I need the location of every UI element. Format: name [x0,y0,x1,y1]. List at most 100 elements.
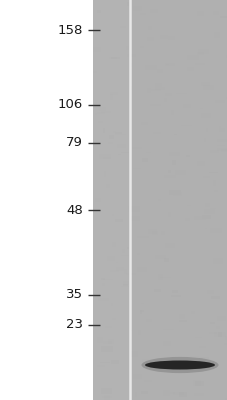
Bar [157,16,164,21]
Bar [202,395,210,398]
Bar [145,152,151,154]
Bar [102,283,104,286]
Bar [111,213,117,218]
Bar [111,214,113,216]
Bar [206,304,210,306]
Bar [150,56,154,58]
Bar [95,198,101,202]
Bar [125,371,137,374]
Bar [146,249,157,250]
Bar [146,43,149,47]
Bar [148,260,151,264]
Bar [173,328,178,330]
Bar [225,187,227,190]
Bar [205,82,214,84]
Bar [181,65,193,68]
Bar [138,371,144,374]
Bar [224,398,227,400]
Bar [145,319,152,322]
Bar [112,139,121,144]
Bar [140,13,146,15]
Bar [114,134,125,135]
Bar [104,385,114,386]
Bar [110,58,120,59]
Bar [97,337,103,342]
Bar [126,2,129,6]
Bar [216,316,225,321]
Bar [160,231,164,235]
Bar [202,32,210,37]
Bar [103,341,111,344]
Bar [132,168,141,169]
Bar [191,53,202,54]
Bar [208,332,216,334]
Bar [148,282,155,283]
Bar [198,346,205,348]
Bar [185,218,189,221]
Bar [150,89,161,91]
Bar [103,278,112,280]
Bar [138,330,140,335]
Bar [107,142,112,144]
Bar [163,329,174,330]
Bar [122,380,125,383]
Bar [129,216,139,221]
Bar [172,392,183,395]
Bar [120,286,130,287]
Bar [196,60,199,62]
Bar [94,362,99,368]
Bar [170,110,173,115]
Bar [218,128,224,132]
Bar [210,254,214,258]
Bar [187,55,198,60]
Bar [198,22,202,25]
Bar [223,378,227,383]
Bar [193,349,195,350]
Bar [170,308,181,311]
Bar [147,88,151,94]
Bar [205,203,209,207]
Text: 79: 79 [66,136,83,150]
Bar [211,240,223,245]
Bar [214,100,224,103]
Bar [132,367,142,373]
Bar [134,392,137,397]
Bar [146,37,153,41]
Bar [105,269,116,271]
Bar [182,104,191,108]
Bar [159,229,165,234]
Bar [120,277,122,282]
Bar [160,244,171,250]
Bar [127,218,131,224]
Bar [168,152,179,156]
Bar [156,125,165,127]
Bar [201,215,210,219]
Bar [217,332,221,337]
Bar [117,233,128,238]
Bar [117,302,121,306]
Bar [97,121,103,123]
Bar [212,312,215,314]
Bar [149,394,157,396]
Bar [154,156,161,158]
Bar [140,122,147,125]
Bar [125,46,130,50]
Bar [93,0,227,400]
Bar [111,242,115,248]
Bar [202,297,206,299]
Bar [129,330,132,331]
Bar [126,220,135,222]
Bar [195,177,200,182]
Bar [205,309,209,314]
Bar [198,357,208,360]
Bar [108,57,116,59]
Bar [133,114,141,118]
Bar [121,12,127,18]
Bar [209,322,214,324]
Bar [173,134,176,135]
Bar [190,310,194,314]
Bar [217,216,224,220]
Bar [112,131,115,133]
Bar [106,184,109,188]
Bar [99,154,110,159]
